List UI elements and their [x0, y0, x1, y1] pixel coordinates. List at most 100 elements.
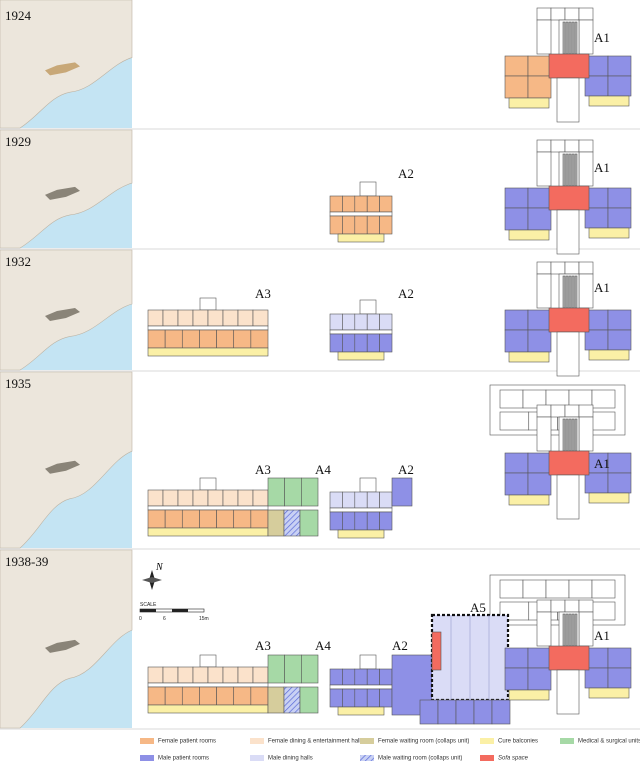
- floor-plans: [147, 7, 632, 725]
- room: [508, 494, 550, 506]
- room: [337, 351, 385, 361]
- room: [550, 599, 566, 613]
- room: [250, 686, 269, 706]
- room: [574, 153, 578, 187]
- room: [588, 227, 630, 239]
- room: [199, 329, 217, 349]
- room: [536, 19, 552, 55]
- room: [527, 207, 552, 231]
- room: [584, 667, 609, 689]
- room: [329, 507, 393, 513]
- building-label: A1: [594, 160, 610, 175]
- scale-tick: 6: [163, 616, 166, 622]
- room: [283, 686, 301, 714]
- room: [578, 7, 594, 21]
- legend-label: Female waiting room (collaps unit): [378, 739, 469, 745]
- room: [147, 682, 269, 688]
- room: [565, 21, 569, 55]
- room: [564, 404, 580, 418]
- site: [45, 460, 80, 474]
- room: [504, 75, 529, 99]
- room: [354, 195, 368, 213]
- room: [504, 187, 529, 209]
- room: [207, 489, 224, 507]
- year: 1929: [5, 134, 31, 149]
- room: [607, 75, 632, 97]
- room: [562, 21, 566, 55]
- site: [45, 639, 80, 653]
- room: [299, 509, 319, 537]
- room: [556, 474, 580, 520]
- room: [147, 489, 164, 507]
- room: [548, 53, 590, 79]
- room: [379, 313, 393, 331]
- room: [359, 654, 377, 670]
- room: [578, 611, 594, 647]
- room: [574, 21, 578, 55]
- room: [329, 195, 343, 213]
- scale-title: SCALE: [140, 602, 157, 608]
- room: [491, 699, 511, 725]
- site: [45, 186, 80, 200]
- room: [379, 333, 393, 353]
- room: [199, 509, 217, 529]
- room: [527, 55, 552, 77]
- room: [329, 668, 343, 686]
- room: [568, 153, 572, 187]
- room: [337, 706, 385, 716]
- room: [233, 686, 252, 706]
- room: [527, 667, 552, 691]
- legend-swatch: [560, 738, 574, 744]
- room: [508, 97, 550, 109]
- room: [568, 613, 572, 647]
- room: [329, 491, 343, 509]
- room: [177, 489, 194, 507]
- room: [329, 688, 343, 708]
- room: [237, 309, 254, 327]
- legend-swatch: [480, 738, 494, 744]
- room: [162, 666, 179, 684]
- building-label: A3: [255, 462, 271, 477]
- room: [366, 333, 380, 353]
- legend-swatch: [360, 755, 374, 761]
- room: [354, 215, 368, 235]
- room: [237, 489, 254, 507]
- north-arrow: N: [142, 562, 164, 590]
- north-label: N: [155, 562, 164, 573]
- legend-swatch: [250, 755, 264, 761]
- room: [359, 299, 377, 315]
- room: [342, 313, 356, 331]
- map-thumbnails: [0, 0, 640, 730]
- room: [455, 699, 475, 725]
- room: [354, 511, 368, 531]
- room: [571, 153, 575, 187]
- room: [548, 307, 590, 333]
- legend-swatch: [480, 755, 494, 761]
- room: [147, 309, 164, 327]
- room: [536, 139, 552, 153]
- room: [419, 699, 439, 725]
- room: [504, 452, 529, 474]
- room: [147, 686, 166, 706]
- land: [0, 371, 133, 549]
- room: [199, 686, 217, 706]
- room: [556, 77, 580, 123]
- room: [550, 404, 566, 418]
- room: [379, 688, 393, 708]
- room: [568, 579, 593, 599]
- room: [164, 509, 183, 529]
- room: [499, 579, 524, 599]
- room: [379, 195, 393, 213]
- room: [568, 418, 572, 452]
- room: [548, 645, 590, 671]
- room: [250, 329, 269, 349]
- room: [564, 7, 580, 21]
- scale-tick: 15m: [199, 616, 209, 622]
- legend-swatch: [140, 738, 154, 744]
- room: [329, 684, 393, 690]
- room: [607, 647, 632, 669]
- room: [565, 275, 569, 309]
- room: [267, 686, 285, 714]
- room: [366, 668, 380, 686]
